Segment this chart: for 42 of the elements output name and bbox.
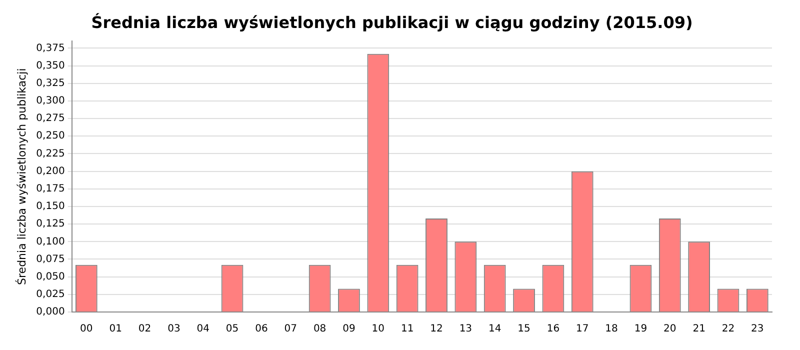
- y-tick-label: 0,225: [36, 148, 65, 160]
- x-tick-label: 18: [605, 324, 618, 335]
- y-tick-label: 0,325: [36, 78, 65, 89]
- y-tick-label: 0,275: [36, 113, 65, 124]
- y-tick-label: 0,025: [36, 289, 65, 300]
- x-tick-label: 16: [546, 324, 560, 335]
- x-tick-label: 03: [168, 324, 180, 335]
- x-tick-label: 12: [430, 324, 443, 335]
- x-tick-label: 01: [109, 324, 122, 335]
- y-tick-label: 0,175: [36, 184, 65, 195]
- x-tick-label: 17: [576, 324, 589, 335]
- y-tick-label: 0,100: [36, 236, 65, 248]
- y-tick-label: 0,075: [36, 254, 65, 265]
- x-tick-label: 14: [488, 324, 502, 335]
- x-tick-label: 02: [138, 324, 152, 335]
- x-tick-label: 23: [751, 324, 764, 335]
- x-tick-label: 21: [692, 324, 706, 335]
- y-axis-title: Średnia liczba wyświetlonych publikacji: [14, 68, 28, 285]
- x-tick-label: 00: [80, 324, 93, 335]
- x-tick-label: 09: [342, 324, 356, 335]
- x-tick-label: 11: [400, 324, 414, 335]
- x-tick-label: 10: [372, 324, 385, 335]
- x-tick-label: 08: [313, 324, 326, 335]
- y-tick-label: 0,300: [36, 96, 65, 107]
- x-tick-label: 06: [255, 324, 268, 335]
- x-tick-label: 22: [722, 324, 735, 335]
- y-tick-label: 0,050: [36, 271, 65, 282]
- y-tick-label: 0,000: [36, 306, 65, 318]
- y-tick-label: 0,125: [36, 218, 65, 230]
- x-tick-label: 20: [664, 324, 676, 335]
- y-tick-label: 0,250: [36, 130, 65, 142]
- x-tick-label: 05: [226, 324, 239, 335]
- y-tick-label: 0,375: [36, 42, 65, 54]
- x-tick-label: 15: [518, 324, 530, 335]
- x-tick-label: 13: [459, 324, 472, 335]
- y-tick-label: 0,150: [36, 201, 65, 212]
- y-tick-label: 0,200: [36, 166, 65, 177]
- x-tick-label: 19: [634, 324, 648, 335]
- chart-title: Średnia liczba wyświetlonych publikacji w ciągu godziny (2015.09): [91, 12, 693, 32]
- x-tick-label: 07: [284, 324, 297, 335]
- y-tick-label: 0,350: [36, 60, 65, 72]
- x-tick-label: 04: [196, 324, 210, 335]
